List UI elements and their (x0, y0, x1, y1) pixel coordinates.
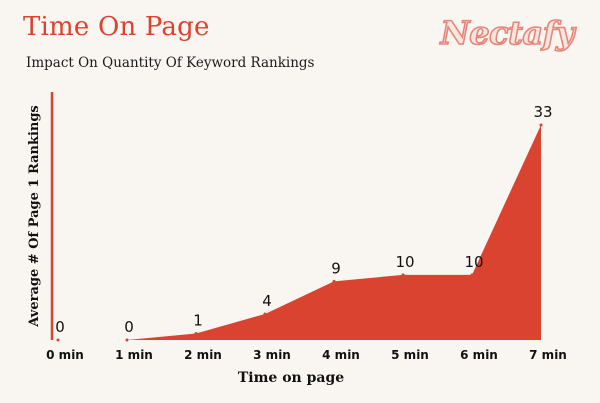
x-axis-label: Time on page (238, 370, 344, 386)
data-label: 10 (464, 253, 483, 271)
x-tick-label: 5 min (391, 348, 429, 362)
x-tick-label: 3 min (253, 348, 291, 362)
x-tick-label: 6 min (460, 348, 498, 362)
data-label: 9 (331, 259, 341, 277)
x-tick-label: 1 min (115, 348, 153, 362)
data-point-4 (332, 279, 336, 283)
data-point-2 (194, 331, 198, 335)
data-point-5 (401, 273, 405, 277)
x-tick-label: 2 min (184, 348, 222, 362)
data-label: 10 (395, 253, 414, 271)
data-point-3 (263, 312, 267, 316)
data-point-6 (470, 273, 474, 277)
data-point-7 (539, 123, 543, 127)
x-tick-label: 7 min (529, 348, 567, 362)
data-point-1 (125, 338, 129, 342)
data-point-0 (56, 338, 60, 342)
chart-title: Time On Page (23, 12, 210, 42)
data-label: 0 (124, 318, 134, 336)
data-label: 33 (533, 103, 552, 121)
data-label: 0 (55, 318, 65, 336)
x-tick-label: 0 min (46, 348, 84, 362)
data-label: 1 (193, 311, 203, 329)
y-axis-label: Average # Of Page 1 Rankings (27, 105, 42, 328)
chart-subtitle: Impact On Quantity Of Keyword Rankings (26, 55, 315, 71)
x-tick-label: 4 min (322, 348, 360, 362)
area-series-fill (58, 125, 541, 340)
brand-logo: Nectafy (440, 13, 576, 53)
data-label: 4 (262, 292, 272, 310)
